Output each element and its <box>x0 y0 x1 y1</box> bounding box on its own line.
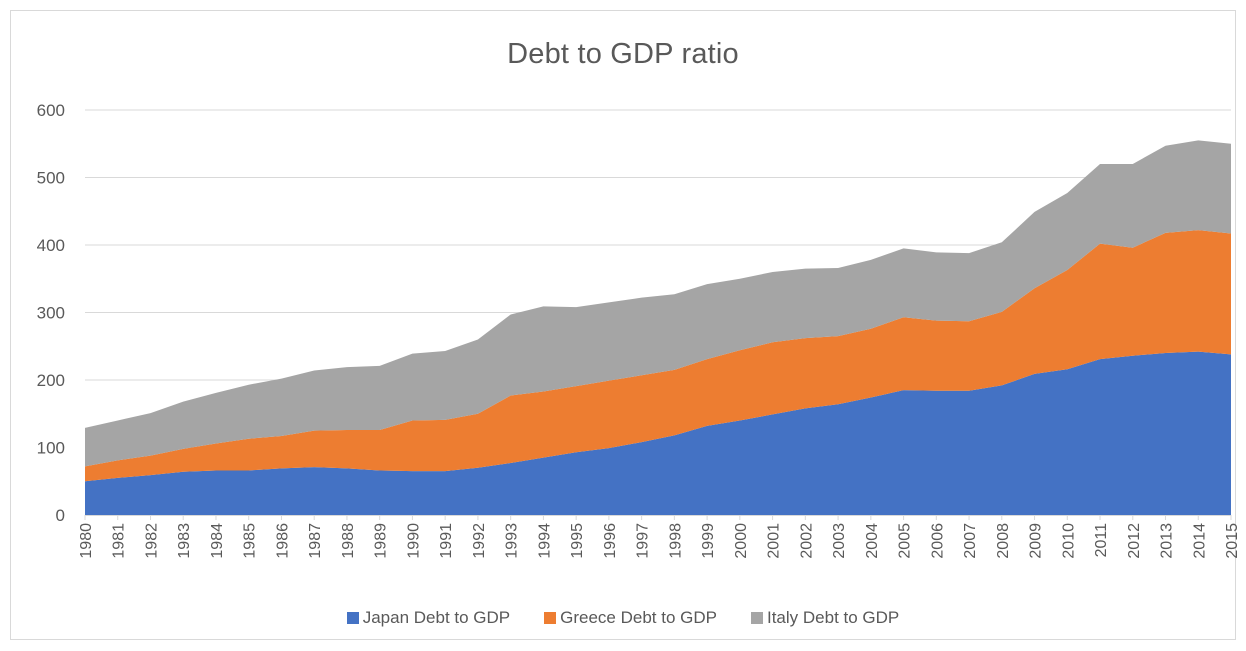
x-tick-label-2003: 2003 <box>831 523 848 559</box>
x-tick-label-1980: 1980 <box>78 523 95 559</box>
legend-label-3: Italy Debt to GDP <box>766 608 900 627</box>
y-tick-label-300: 300 <box>37 304 65 323</box>
x-tick-label-1999: 1999 <box>700 523 717 559</box>
x-tick-label-1984: 1984 <box>209 523 226 559</box>
x-tick-label-1989: 1989 <box>373 523 390 559</box>
x-tick-label-1998: 1998 <box>667 523 684 559</box>
x-tick-label-2012: 2012 <box>1126 523 1143 559</box>
y-tick-label-100: 100 <box>37 439 65 458</box>
x-tick-label-1986: 1986 <box>274 523 291 559</box>
y-tick-label-400: 400 <box>37 236 65 255</box>
legend-item-3: Italy Debt to GDP <box>750 608 900 628</box>
y-tick-label-0: 0 <box>56 506 65 525</box>
x-tick-label-1993: 1993 <box>504 523 521 559</box>
chart-legend: Japan Debt to GDP Greece Debt to GDP Italy… <box>0 608 1246 628</box>
x-tick-label-2009: 2009 <box>1028 523 1045 559</box>
x-tick-label-2000: 2000 <box>733 523 750 559</box>
x-tick-label-1983: 1983 <box>176 523 193 559</box>
x-tick-label-2001: 2001 <box>766 523 783 559</box>
x-tick-label-1995: 1995 <box>569 523 586 559</box>
legend-swatch-2 <box>544 612 557 624</box>
y-tick-label-500: 500 <box>37 169 65 188</box>
x-tick-label-1988: 1988 <box>340 523 357 559</box>
x-tick-label-1997: 1997 <box>635 523 652 559</box>
x-tick-label-2011: 2011 <box>1093 523 1110 558</box>
x-tick-label-1981: 1981 <box>111 523 128 559</box>
x-tick-label-1996: 1996 <box>602 523 619 559</box>
x-tick-label-1991: 1991 <box>438 523 455 559</box>
legend-item-1: Japan Debt to GDP <box>346 608 511 628</box>
x-tick-label-2004: 2004 <box>864 523 881 559</box>
x-tick-label-2007: 2007 <box>962 523 979 559</box>
y-tick-label-600: 600 <box>37 101 65 120</box>
x-tick-label-2002: 2002 <box>798 523 815 559</box>
x-tick-label-1990: 1990 <box>405 523 422 559</box>
x-tick-label-2014: 2014 <box>1191 523 1208 559</box>
x-tick-label-1985: 1985 <box>242 523 259 559</box>
legend-swatch-3 <box>750 612 763 624</box>
x-tick-label-1992: 1992 <box>471 523 488 559</box>
legend-item-2: Greece Debt to GDP <box>544 608 717 628</box>
x-tick-label-2010: 2010 <box>1060 523 1077 559</box>
x-tick-label-1987: 1987 <box>307 523 324 559</box>
series-area-3 <box>85 140 1231 467</box>
legend-label-2: Greece Debt to GDP <box>560 608 717 627</box>
chart-title: Debt to GDP ratio <box>507 38 739 70</box>
y-tick-label-200: 200 <box>37 371 65 390</box>
x-tick-label-2008: 2008 <box>995 523 1012 559</box>
x-tick-label-2006: 2006 <box>929 523 946 559</box>
x-tick-label-1994: 1994 <box>536 523 553 559</box>
x-tick-label-2015: 2015 <box>1224 523 1241 559</box>
x-tick-label-1982: 1982 <box>143 523 160 559</box>
legend-label-1: Japan Debt to GDP <box>362 608 511 627</box>
legend-swatch-1 <box>346 612 359 624</box>
x-tick-label-2005: 2005 <box>897 523 914 559</box>
x-tick-label-2013: 2013 <box>1159 523 1176 559</box>
series-area-1 <box>85 351 1231 515</box>
series-area-2 <box>85 230 1231 482</box>
